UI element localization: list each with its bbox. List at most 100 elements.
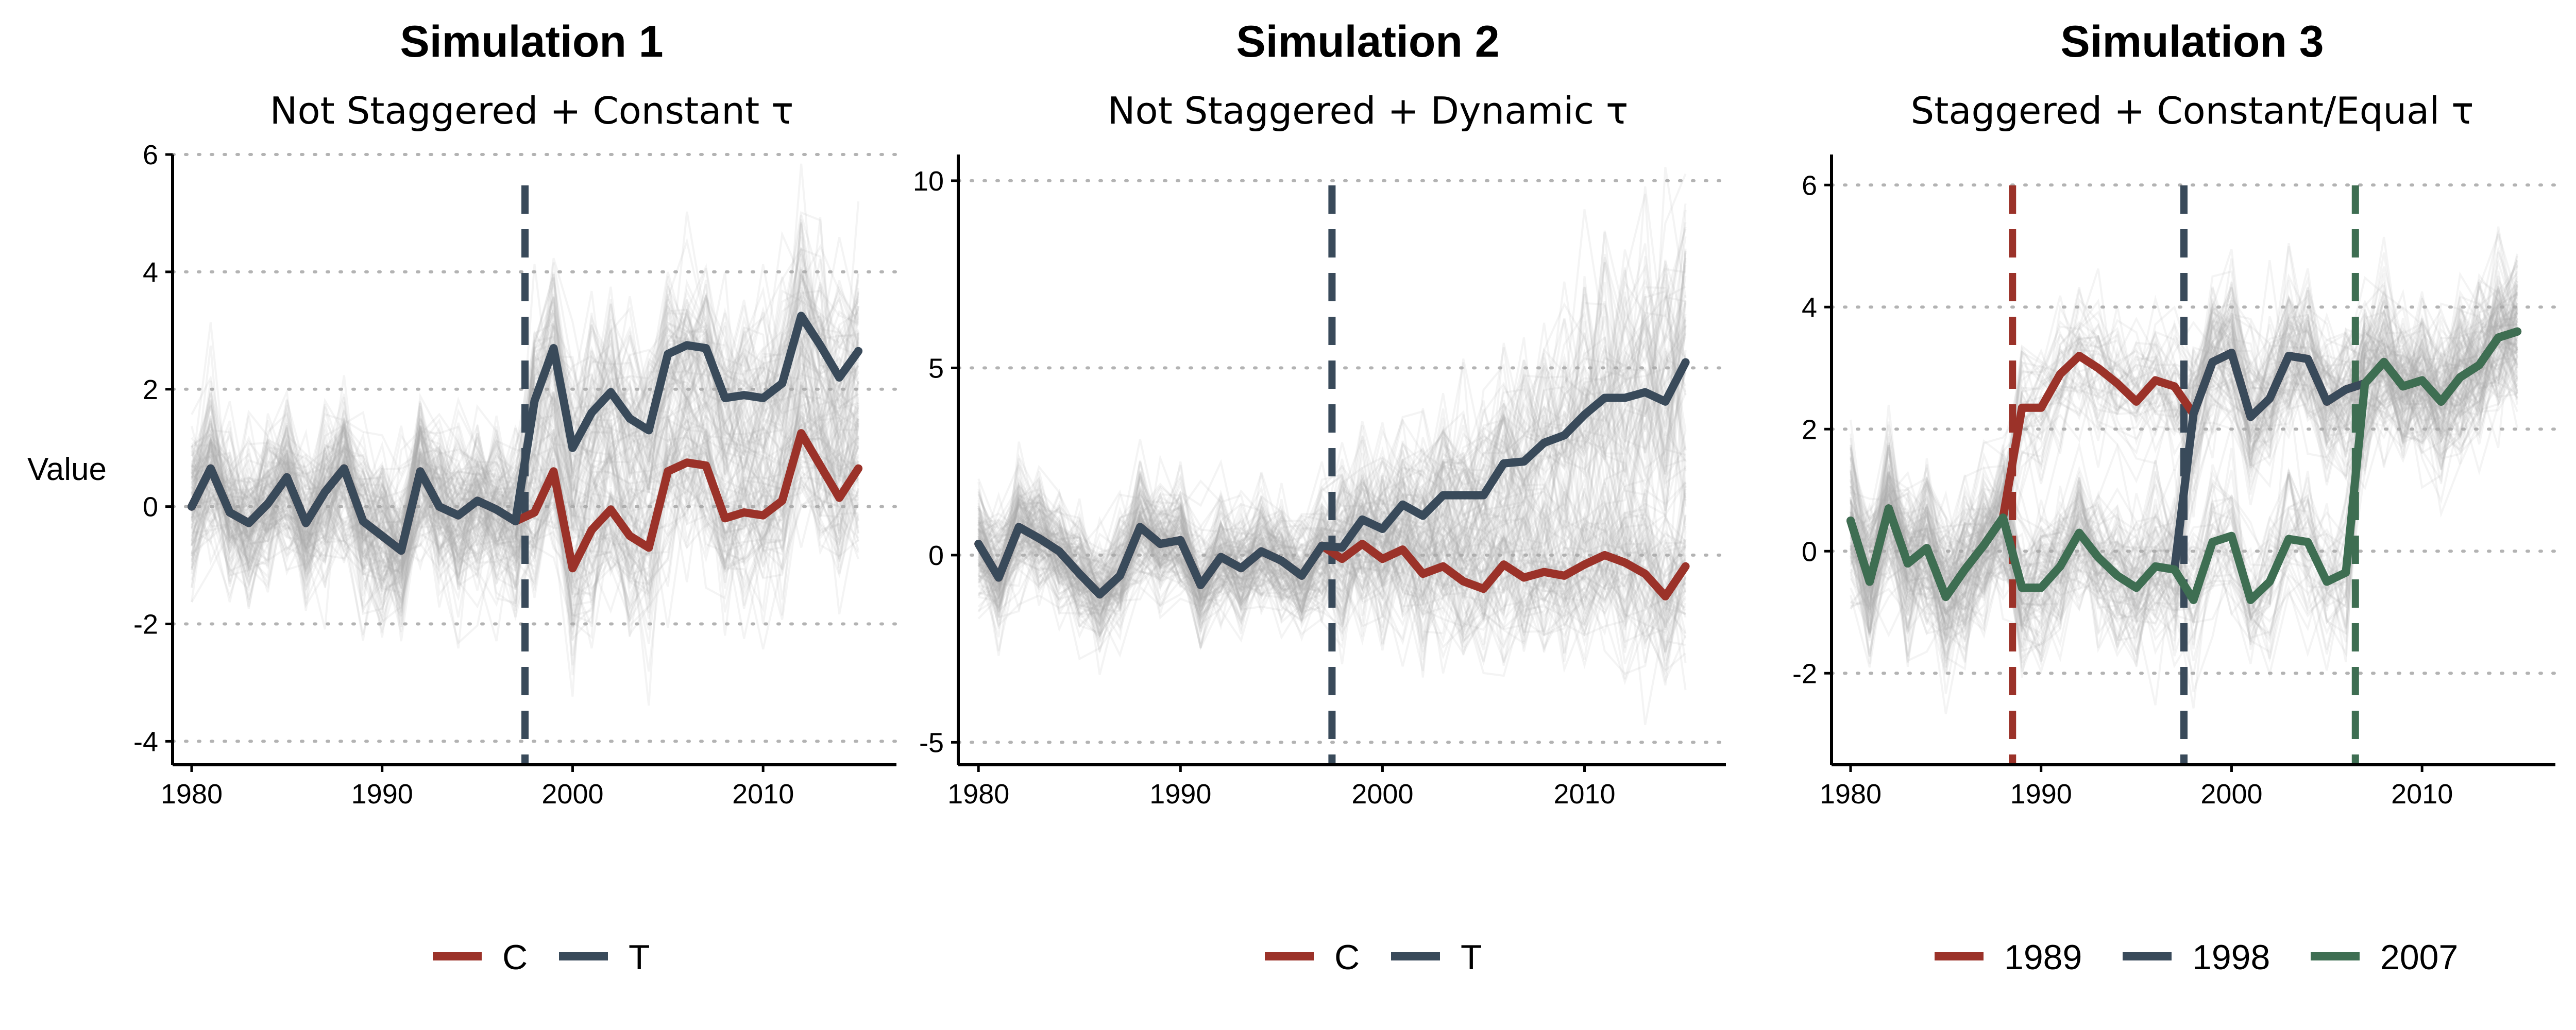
background-line (191, 398, 860, 640)
background-line (191, 418, 859, 616)
x-tick-label: 1990 (1149, 779, 1211, 810)
x-tick-label: 2000 (2200, 779, 2262, 810)
x-tick-label: 1990 (351, 779, 413, 810)
legend-label-T: T (629, 938, 650, 977)
background-line (977, 203, 1687, 627)
background-line (191, 415, 860, 625)
series-lines (1846, 327, 2522, 604)
background-line (191, 438, 860, 672)
panel-subtitle: Not Staggered + Dynamic τ (1108, 89, 1629, 132)
panel-simulation-3: Simulation 3 Staggered + Constant/Equal … (1792, 17, 2557, 977)
background-line (1850, 265, 2518, 661)
axes: -4 -2 0 2 4 6 1980 1990 2000 2010 (133, 140, 896, 810)
background-line (977, 465, 1687, 632)
background-line (977, 276, 1687, 617)
background-line (977, 372, 1687, 621)
series-line-T (188, 312, 863, 555)
x-tick-label: 2010 (732, 779, 794, 810)
background-line (1850, 328, 2518, 645)
background-line (977, 319, 1687, 605)
background-line (977, 332, 1687, 603)
background-line (191, 354, 860, 589)
background-line (1850, 316, 2518, 636)
y-tick-label: 5 (928, 353, 944, 384)
background-line (1850, 260, 2518, 641)
background-line (977, 470, 1687, 639)
x-tick-label: 2000 (541, 779, 603, 810)
y-tick-label: -4 (133, 726, 158, 757)
series-line-2007 (1846, 327, 2522, 604)
background-line (977, 481, 1687, 664)
background-line (191, 382, 859, 570)
background-line (191, 346, 859, 642)
y-tick-label: 6 (143, 140, 158, 170)
y-tick-label: 10 (913, 166, 944, 197)
axes: -5 0 5 10 1980 1990 2000 2010 (913, 154, 1726, 810)
y-tick-label: 2 (1802, 414, 1817, 445)
series-line-T (974, 358, 1690, 599)
background-line (978, 263, 1687, 612)
series-lines (974, 358, 1690, 600)
background-line (1850, 311, 2519, 709)
background-line (1850, 321, 2519, 634)
background-line (1850, 329, 2518, 639)
background-line (977, 474, 1687, 637)
y-tick-label: 0 (143, 492, 158, 523)
background-line (978, 479, 1686, 622)
background-line (1850, 321, 2518, 692)
background-line (977, 209, 1687, 611)
background-line (1850, 323, 2518, 678)
background-line (191, 415, 860, 594)
background-line (977, 317, 1687, 627)
background-line (1850, 273, 2519, 624)
x-tick-label: 1980 (161, 779, 223, 810)
legend-label-1989: 1989 (2004, 938, 2082, 977)
y-tick-label: 4 (143, 257, 158, 288)
x-tick-label: 1990 (2010, 779, 2072, 810)
y-tick-label: 0 (928, 540, 944, 571)
panel-subtitle: Not Staggered + Constant τ (270, 89, 794, 132)
legend-label-1998: 1998 (2192, 938, 2270, 977)
background-line (191, 411, 860, 591)
background-line (977, 354, 1687, 645)
background-line (1850, 312, 2518, 675)
background-line (977, 476, 1687, 648)
background-line (977, 494, 1687, 671)
legend-label-C: C (502, 938, 528, 977)
background-line (191, 293, 859, 605)
x-tick-label: 2000 (1351, 779, 1413, 810)
x-tick-label: 2010 (1553, 779, 1615, 810)
legend-label-C: C (1334, 938, 1360, 977)
x-tick-label: 1980 (947, 779, 1009, 810)
legend: 1989 1998 2007 (1935, 938, 2458, 977)
background-line (1850, 306, 2518, 664)
background-line (977, 492, 1687, 645)
background-line (978, 492, 1687, 649)
background-line (977, 210, 1687, 620)
background-line (1850, 291, 2519, 655)
background-line (977, 353, 1687, 606)
background-line (978, 301, 1687, 619)
background-line (191, 331, 860, 612)
background-line (1850, 310, 2519, 663)
panel-title: Simulation 2 (1236, 17, 1499, 66)
background-line (1850, 315, 2518, 662)
background-line (191, 432, 860, 620)
background-line (977, 280, 1687, 574)
background-line (977, 186, 1687, 612)
background-line (977, 481, 1687, 667)
background-line (977, 264, 1687, 617)
background-line (1850, 288, 2519, 575)
background-line (191, 409, 860, 620)
x-tick-label: 1980 (1820, 779, 1882, 810)
legend-label-T: T (1461, 938, 1482, 977)
background-line (977, 495, 1687, 655)
y-tick-label: -2 (133, 609, 158, 640)
background-line (977, 250, 1687, 654)
background-line (978, 458, 1687, 678)
background-line (1850, 275, 2519, 596)
panel-simulation-2: Simulation 2 Not Staggered + Dynamic τ -… (913, 17, 1727, 977)
